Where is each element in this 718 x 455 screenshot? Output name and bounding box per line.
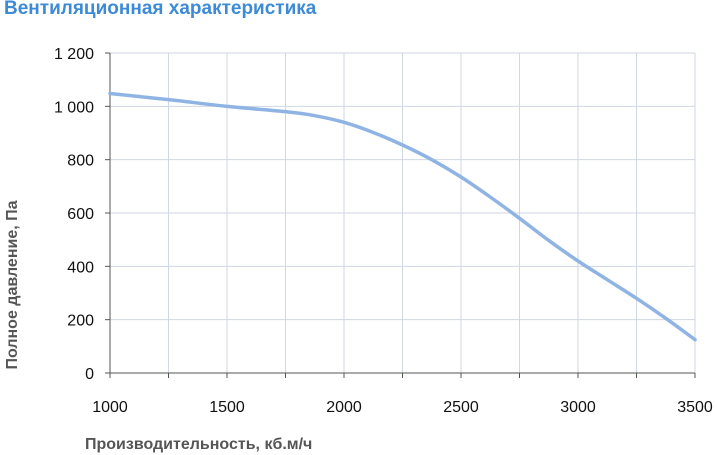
- y-tick-label: 1 000: [54, 99, 94, 116]
- series-layer: [108, 91, 697, 342]
- y-axis-title: Полное давление, Па: [4, 200, 21, 369]
- y-tick-label: 800: [67, 153, 94, 170]
- y-tick-label: 200: [67, 313, 94, 330]
- x-tick-label: 1000: [92, 399, 128, 416]
- x-tick-label: 3500: [677, 399, 713, 416]
- x-tick-label: 3000: [560, 399, 596, 416]
- axes: [105, 52, 696, 378]
- y-tick-label: 600: [67, 206, 94, 223]
- grid: [110, 52, 696, 373]
- x-tick-label: 2500: [443, 399, 479, 416]
- x-tick-label: 1500: [209, 399, 245, 416]
- y-tick-label: 0: [85, 366, 94, 383]
- chart-title: Вентиляционная характеристика: [4, 0, 317, 19]
- x-axis-title: Производительность, кб.м/ч: [85, 436, 312, 453]
- series-line: [108, 91, 697, 342]
- x-tick-label: 2000: [326, 399, 362, 416]
- y-tick-label: 1 200: [54, 46, 94, 63]
- y-tick-label: 400: [67, 259, 94, 276]
